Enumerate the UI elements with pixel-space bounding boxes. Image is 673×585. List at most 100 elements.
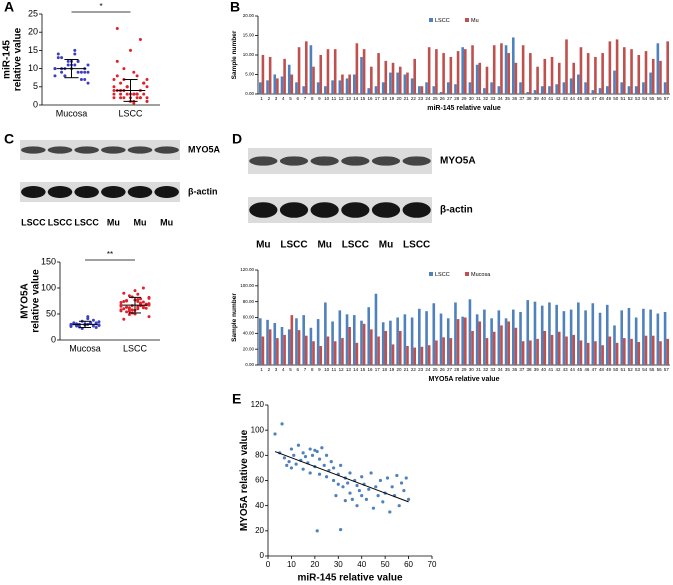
x-tick-label: 19	[389, 96, 395, 101]
bar	[507, 53, 510, 94]
x-tick-label: 46	[584, 96, 590, 101]
bar	[302, 315, 305, 365]
bar	[492, 331, 496, 365]
bar	[471, 45, 474, 94]
x-tick-label: 8	[311, 367, 314, 372]
lane-label: Mu	[379, 240, 393, 251]
bar	[569, 78, 573, 94]
bar	[613, 70, 616, 94]
x-tick-label: 11	[332, 367, 337, 372]
bar	[384, 60, 388, 94]
axis-title: MYO5A relative value	[239, 429, 250, 531]
bar	[324, 86, 327, 94]
y-tick-label: 25	[28, 8, 38, 18]
x-tick-label: 56	[657, 96, 663, 101]
x-tick-label: 13	[346, 96, 352, 101]
blot-band	[279, 202, 309, 218]
y-tick-label: 20	[255, 526, 264, 535]
bar	[348, 74, 351, 94]
bar	[586, 342, 590, 365]
bar	[266, 319, 269, 365]
bar	[562, 82, 566, 94]
x-tick-label: 26	[440, 96, 446, 101]
x-tick-label: 44	[570, 367, 576, 372]
x-tick-label: 28	[454, 367, 460, 372]
x-tick-label: 8	[311, 96, 314, 101]
bar	[312, 66, 315, 94]
x-tick-label: 14	[353, 367, 359, 372]
x-tick-label: 13	[346, 367, 352, 372]
bar	[613, 325, 616, 365]
bar	[511, 309, 515, 365]
legend-swatch	[465, 272, 469, 276]
bar	[374, 86, 378, 94]
bar	[331, 321, 334, 365]
bar	[572, 334, 576, 365]
x-tick-label: 33	[490, 96, 496, 101]
bar	[389, 72, 392, 94]
legend-label: LSCC	[435, 272, 450, 278]
dot	[127, 294, 131, 298]
bar	[651, 58, 655, 94]
point	[294, 462, 298, 466]
point	[310, 453, 315, 457]
legend-label: LSCC	[435, 18, 450, 24]
point	[317, 472, 322, 476]
blot-band	[21, 186, 46, 198]
blot-row-label: β-actin	[440, 205, 473, 216]
lane-label: LSCC	[342, 240, 369, 251]
significance-label: *	[99, 2, 102, 11]
bar	[634, 86, 638, 94]
bar	[615, 39, 619, 94]
bar	[569, 309, 573, 365]
point	[341, 485, 345, 489]
x-tick-label: 38	[527, 96, 533, 101]
point	[339, 527, 343, 532]
legend-label: Mucosa	[471, 272, 491, 278]
dot	[97, 323, 101, 327]
y-tick-label: 150	[41, 256, 56, 266]
point	[385, 476, 390, 480]
bar	[403, 314, 407, 365]
dot	[115, 74, 119, 78]
bar	[309, 327, 313, 365]
point	[397, 504, 401, 508]
bar	[290, 315, 294, 365]
bar	[666, 338, 669, 365]
bar	[634, 317, 638, 365]
dot	[83, 70, 87, 74]
point	[332, 466, 336, 470]
bar	[410, 78, 414, 94]
bar	[304, 41, 308, 94]
bar	[644, 335, 648, 365]
x-tick-label: 56	[657, 367, 663, 372]
bar	[446, 318, 450, 365]
x-tick-label: 5	[289, 367, 292, 372]
x-tick-label: LSCC	[118, 108, 143, 118]
bar	[642, 308, 645, 365]
lane-label: LSCC	[48, 217, 73, 227]
dot	[69, 322, 73, 326]
x-tick-label: 10	[324, 96, 330, 101]
dot	[60, 56, 64, 60]
bar	[341, 338, 344, 365]
point	[381, 500, 385, 504]
dot	[135, 96, 139, 100]
dot	[142, 92, 146, 96]
point	[374, 485, 378, 489]
x-tick-label: 47	[592, 96, 598, 101]
bar	[268, 56, 272, 94]
bar	[543, 330, 547, 365]
x-tick-label: 39	[534, 96, 540, 101]
x-tick-label: 40	[541, 367, 547, 372]
y-tick-label: 100	[41, 282, 56, 292]
point	[285, 463, 289, 467]
x-tick-label: 39	[534, 367, 540, 372]
x-tick-label: 1	[260, 96, 263, 101]
dot	[119, 96, 123, 100]
dot	[53, 67, 57, 71]
point	[378, 478, 383, 483]
legend-swatch	[429, 18, 433, 22]
x-tick-label: 27	[447, 96, 453, 101]
